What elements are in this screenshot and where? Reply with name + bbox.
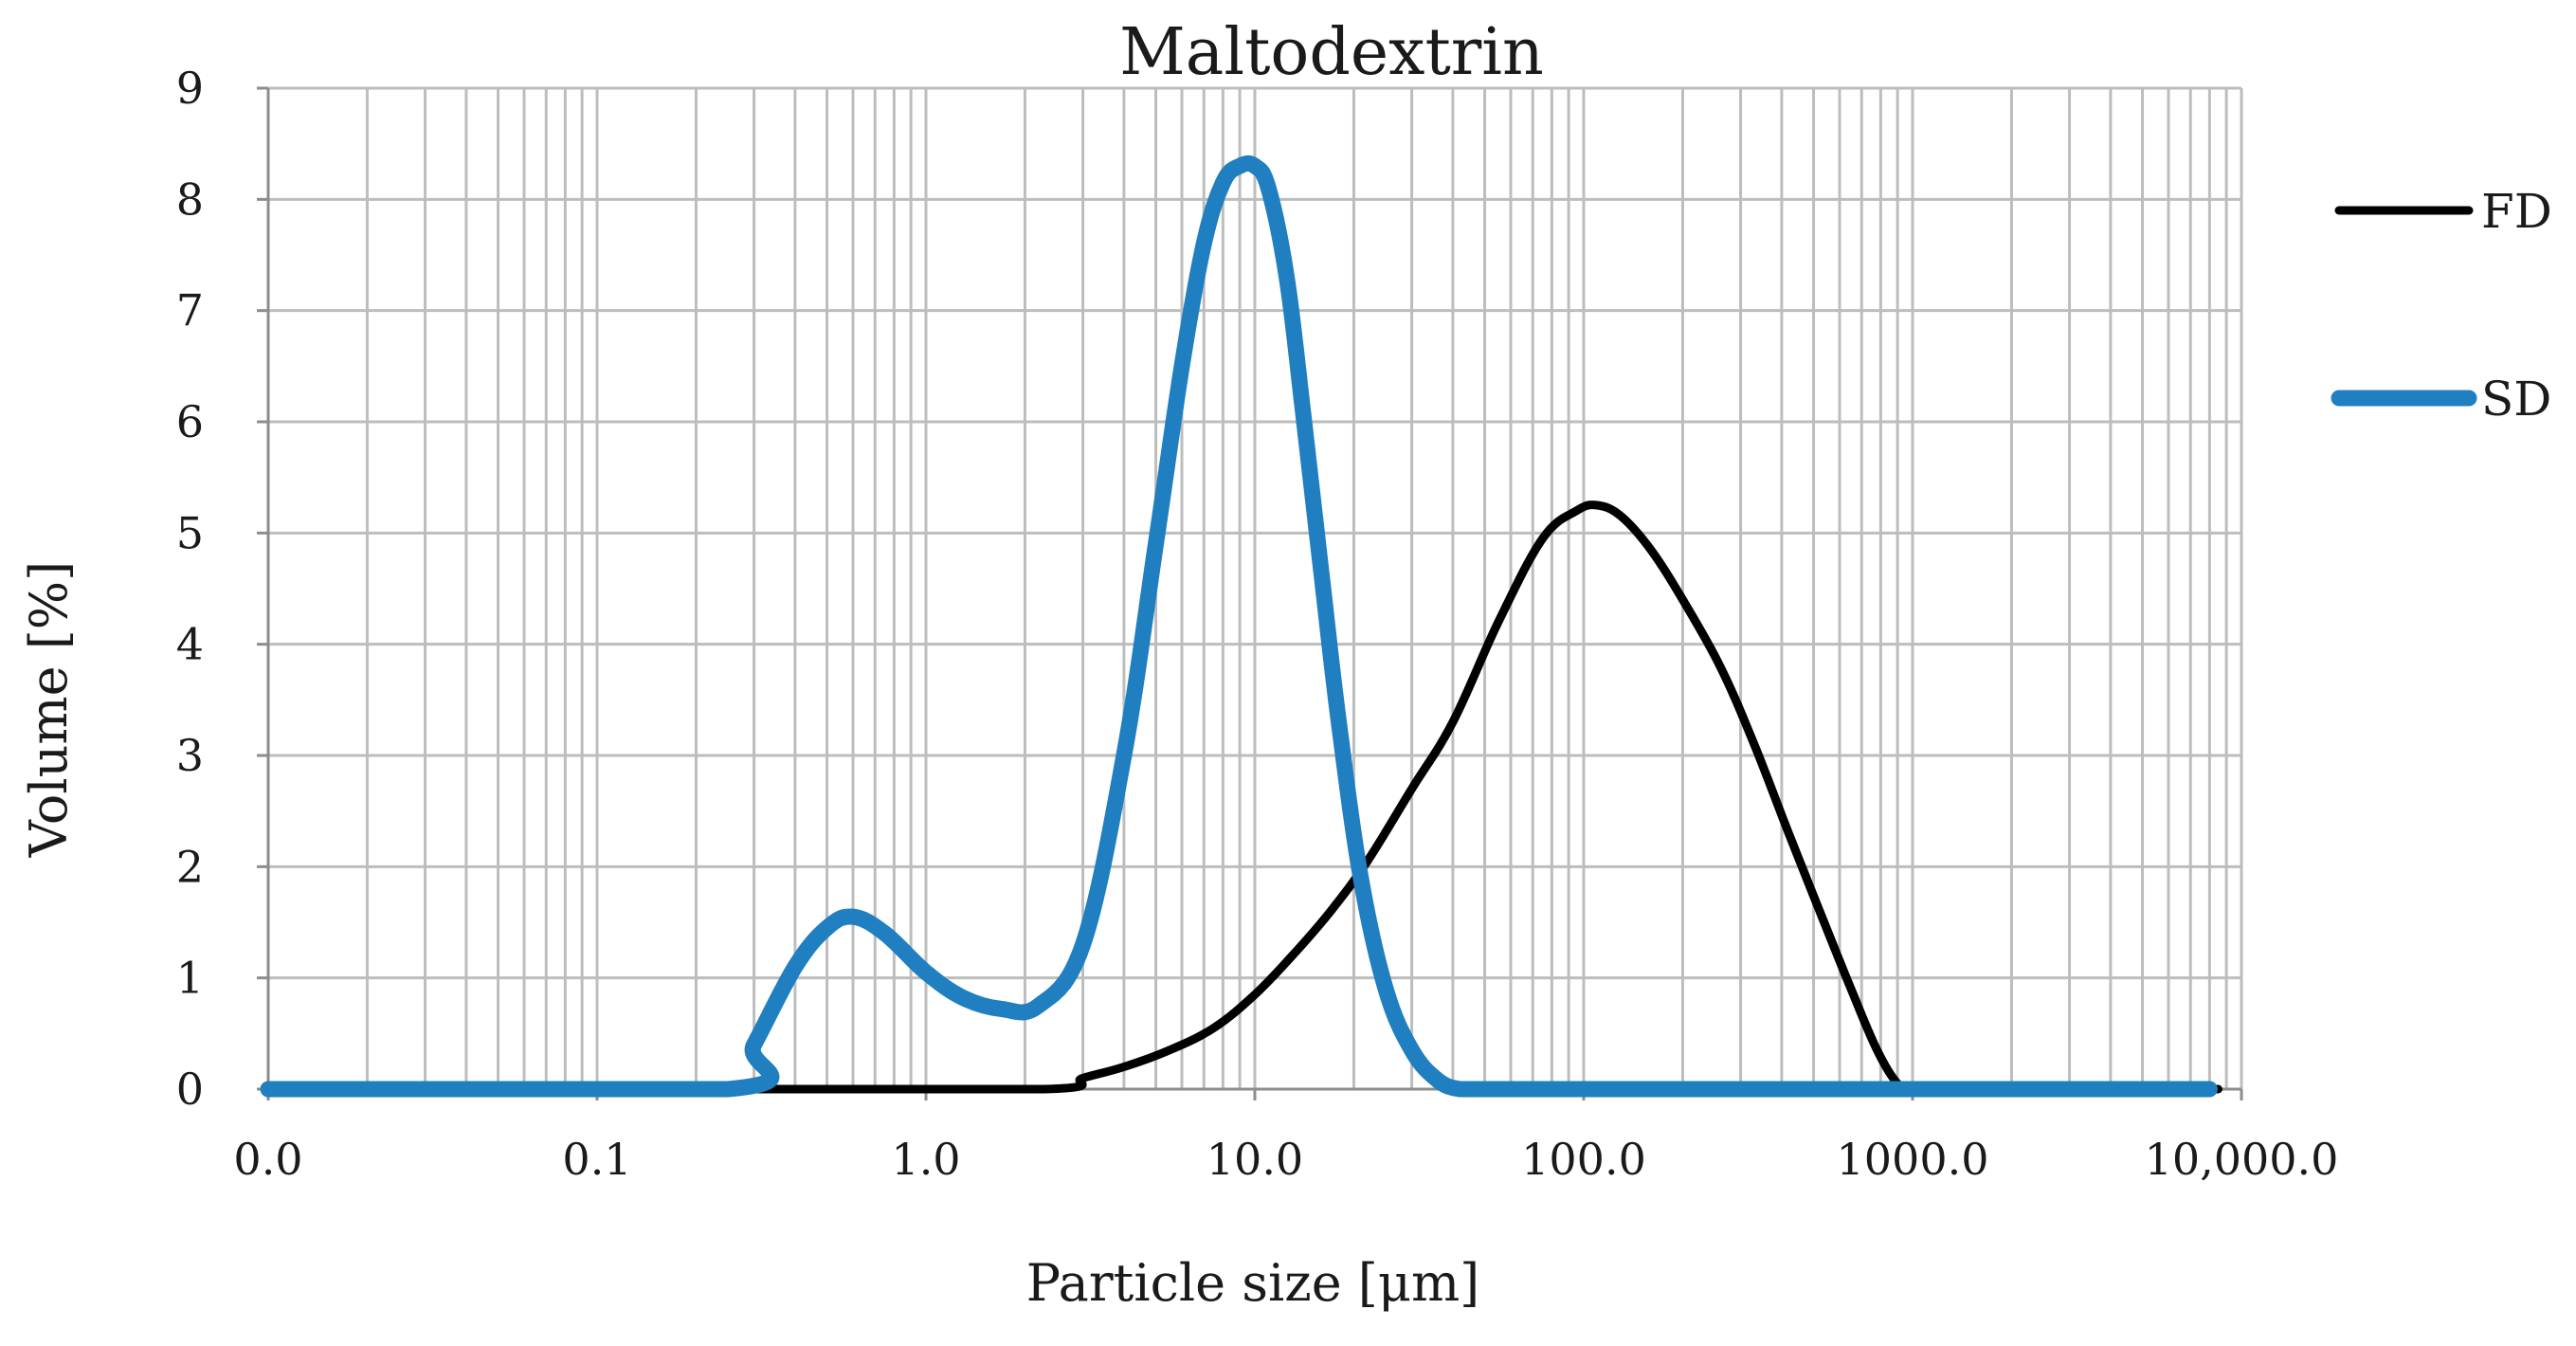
x-tick-label: 100.0 <box>1521 1134 1646 1185</box>
y-tick-label: 2 <box>176 841 204 892</box>
x-tick-label: 10,000.0 <box>2145 1134 2339 1185</box>
x-tick-label: 10.0 <box>1206 1134 1303 1185</box>
legend-label-sd: SD <box>2481 372 2551 427</box>
x-tick-label: 0.1 <box>562 1134 631 1185</box>
y-tick-label: 9 <box>176 63 204 114</box>
x-tick-label: 1.0 <box>891 1134 960 1185</box>
series-line-fd <box>263 500 2222 1094</box>
legend: FD SD <box>2331 184 2552 427</box>
y-tick-label: 3 <box>176 730 204 781</box>
x-axis-label: Particle size [μm] <box>1026 1253 1480 1313</box>
y-tick-label: 0 <box>176 1064 204 1115</box>
x-tick-label: 1000.0 <box>1837 1134 1989 1185</box>
horizontal-gridlines <box>268 86 2241 980</box>
axes <box>257 86 2243 1100</box>
y-tick-label: 7 <box>176 285 204 336</box>
legend-label-fd: FD <box>2481 184 2552 239</box>
y-tick-label: 6 <box>176 396 204 447</box>
chart-title: Maltodextrin <box>1119 15 1544 90</box>
y-axis-label: Volume [%] <box>19 561 79 858</box>
x-tick-label: 0.0 <box>233 1134 302 1185</box>
y-tick-label: 4 <box>176 619 204 670</box>
series-line-sd <box>260 155 2218 1098</box>
y-tick-label: 5 <box>176 507 204 558</box>
vertical-gridlines <box>266 88 2243 1089</box>
y-tick-label: 8 <box>176 173 204 225</box>
y-tick-labels: 0 1 2 3 4 5 6 7 8 9 <box>176 63 204 1115</box>
y-tick-label: 1 <box>176 953 204 1004</box>
x-tick-labels: 0.0 0.1 1.0 10.0 100.0 1000.0 10,000.0 <box>233 1134 2338 1185</box>
series-layer <box>260 155 2222 1098</box>
